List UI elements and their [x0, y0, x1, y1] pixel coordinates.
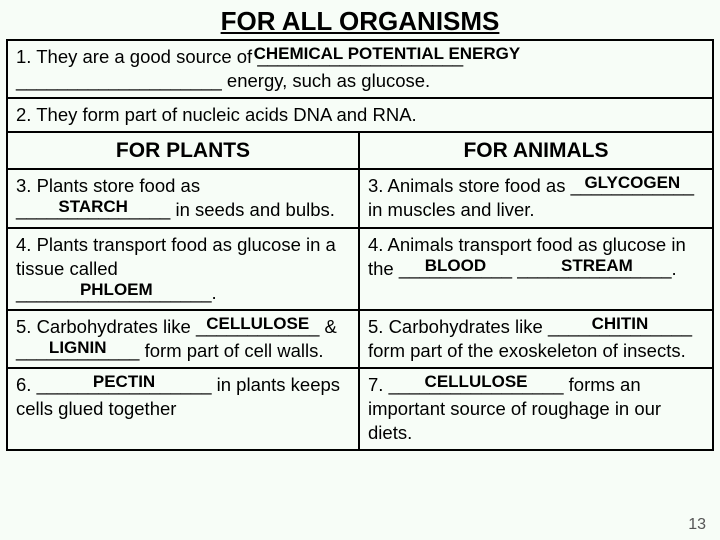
- blank-label: LIGNIN: [49, 337, 107, 359]
- blank-label: GLYCOGEN: [584, 172, 680, 194]
- row-3: 3. Plants store food as _______________S…: [8, 168, 712, 226]
- item-2: 2. They form part of nucleic acids DNA a…: [8, 99, 712, 133]
- blank-cellulose-roughage: _________________CELLULOSE: [389, 373, 564, 397]
- plants-3: 3. Plants store food as _______________S…: [8, 170, 360, 226]
- blank-phloem: ___________________.PHLOEM: [16, 281, 217, 305]
- plants-4: 4. Plants transport food as glucose in a…: [8, 229, 360, 309]
- text: in seeds and bulbs.: [170, 199, 335, 220]
- text: 4. Plants transport food as glucose in a…: [16, 234, 336, 279]
- header-plants: FOR PLANTS: [8, 133, 360, 168]
- text: energy, such as glucose.: [222, 70, 430, 91]
- plants-5: 5. Carbohydrates like ____________CELLUL…: [8, 311, 360, 367]
- row-5: 5. Carbohydrates like ____________CELLUL…: [8, 309, 712, 367]
- text: 3. Animals store food as: [368, 175, 571, 196]
- blank-starch: _______________STARCH: [16, 198, 170, 222]
- blank-label: BLOOD: [425, 255, 486, 277]
- animals-3: 3. Animals store food as ____________GLY…: [360, 170, 712, 226]
- blank-lignin: ____________LIGNIN: [16, 339, 139, 363]
- text: 3. Plants store food as: [16, 175, 200, 196]
- text: 7.: [368, 374, 389, 395]
- blank-label: PECTIN: [93, 371, 155, 393]
- headers-row: FOR PLANTS FOR ANIMALS: [8, 133, 712, 168]
- blank-label: STREAM: [561, 255, 633, 277]
- blank-continuation: ____________________: [16, 69, 222, 93]
- blank-label: CHEMICAL POTENTIAL ENERGY: [254, 43, 521, 65]
- blank-blood: ___________BLOOD: [399, 257, 512, 281]
- animals-4: 4. Animals transport food as glucose in …: [360, 229, 712, 309]
- row-6-7: 6. _________________PECTIN in plants kee…: [8, 367, 712, 449]
- text: in muscles and liver.: [368, 199, 535, 220]
- plants-6: 6. _________________PECTIN in plants kee…: [8, 369, 360, 449]
- blank-cellulose: ____________CELLULOSE: [196, 315, 319, 339]
- blank-label: CELLULOSE: [425, 371, 528, 393]
- text: form part of cell walls.: [139, 340, 323, 361]
- text: 5. Carbohydrates like: [368, 316, 548, 337]
- blank-label: CELLULOSE: [206, 313, 309, 335]
- animals-7: 7. _________________CELLULOSE forms an i…: [360, 369, 712, 449]
- blank-label: STARCH: [58, 196, 128, 218]
- item-1: 1. They are a good source of ___________…: [8, 41, 712, 99]
- text: 1. They are a good source of: [16, 46, 257, 67]
- table-outer: 1. They are a good source of ___________…: [6, 39, 714, 451]
- text: 5. Carbohydrates like: [16, 316, 196, 337]
- blank-glycogen: ____________GLYCOGEN: [571, 174, 694, 198]
- blank-chitin: ______________CHITIN: [548, 315, 692, 339]
- blank-pectin: _________________PECTIN: [37, 373, 212, 397]
- blank-stream: _______________.STREAM: [517, 257, 676, 281]
- row-4: 4. Plants transport food as glucose in a…: [8, 227, 712, 309]
- blank-label: CHITIN: [592, 313, 649, 335]
- blank-label: PHLOEM: [80, 279, 153, 301]
- blank-line: ____________________: [16, 70, 222, 91]
- text: &: [319, 316, 336, 337]
- header-animals: FOR ANIMALS: [360, 133, 712, 168]
- blank-chem-energy: ____________________CHEMICAL POTENTIAL E…: [257, 45, 463, 69]
- page-number: 13: [688, 516, 706, 534]
- animals-5: 5. Carbohydrates like ______________CHIT…: [360, 311, 712, 367]
- text: form part of the exoskeleton of insects.: [368, 340, 686, 361]
- page-title: FOR ALL ORGANISMS: [0, 0, 720, 39]
- text: 6.: [16, 374, 37, 395]
